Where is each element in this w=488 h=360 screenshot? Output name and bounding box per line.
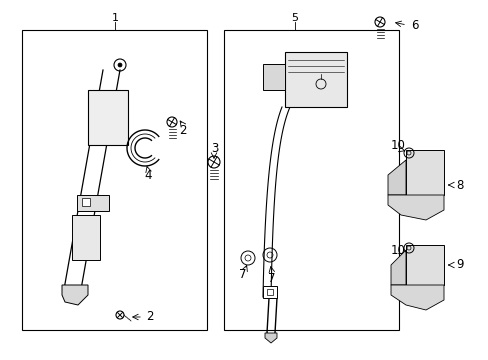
Bar [266, 289, 272, 295]
Text: 10: 10 [390, 139, 405, 152]
Polygon shape [62, 285, 88, 305]
Bar [77, 195, 109, 211]
Text: 7: 7 [239, 269, 246, 282]
Polygon shape [387, 195, 443, 220]
Text: 8: 8 [455, 179, 463, 192]
Bar [285, 52, 346, 107]
Text: 5: 5 [291, 13, 298, 23]
Text: 10: 10 [390, 243, 405, 257]
Polygon shape [390, 285, 443, 310]
Text: 4: 4 [144, 168, 151, 181]
Bar [88, 90, 128, 145]
Text: 9: 9 [455, 258, 463, 271]
Bar [22, 30, 206, 330]
Bar [263, 286, 276, 298]
Text: 7: 7 [268, 271, 275, 284]
Text: 2: 2 [146, 310, 153, 324]
Polygon shape [387, 160, 405, 195]
Bar [405, 245, 443, 285]
Bar [224, 30, 398, 330]
Text: 1: 1 [111, 13, 118, 23]
Text: 2: 2 [179, 123, 186, 136]
Bar [72, 215, 100, 260]
Text: 6: 6 [410, 18, 418, 32]
Circle shape [118, 63, 122, 67]
Bar [263, 64, 285, 90]
Bar [405, 150, 443, 195]
Text: 3: 3 [211, 141, 218, 154]
Polygon shape [264, 333, 276, 343]
Bar [82, 198, 90, 206]
Polygon shape [390, 250, 405, 285]
